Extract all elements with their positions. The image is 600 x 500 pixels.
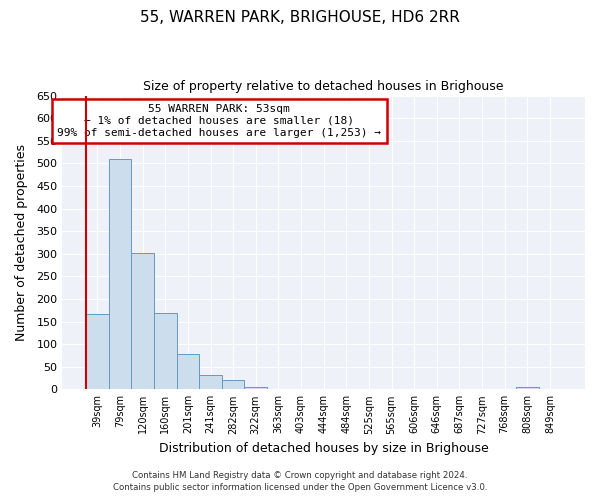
- Bar: [199, 375, 222, 390]
- Bar: [222, 380, 244, 390]
- Y-axis label: Number of detached properties: Number of detached properties: [15, 144, 28, 341]
- Bar: [244, 387, 267, 390]
- Bar: [109, 159, 131, 390]
- Title: Size of property relative to detached houses in Brighouse: Size of property relative to detached ho…: [143, 80, 504, 93]
- Bar: [131, 253, 154, 390]
- Text: Contains HM Land Registry data © Crown copyright and database right 2024.
Contai: Contains HM Land Registry data © Crown c…: [113, 471, 487, 492]
- Bar: [154, 314, 176, 390]
- Bar: [176, 354, 199, 390]
- Text: 55, WARREN PARK, BRIGHOUSE, HD6 2RR: 55, WARREN PARK, BRIGHOUSE, HD6 2RR: [140, 10, 460, 25]
- X-axis label: Distribution of detached houses by size in Brighouse: Distribution of detached houses by size …: [159, 442, 488, 455]
- Bar: [86, 314, 109, 390]
- Bar: [516, 387, 539, 390]
- Text: 55 WARREN PARK: 53sqm
← 1% of detached houses are smaller (18)
99% of semi-detac: 55 WARREN PARK: 53sqm ← 1% of detached h…: [57, 104, 381, 138]
